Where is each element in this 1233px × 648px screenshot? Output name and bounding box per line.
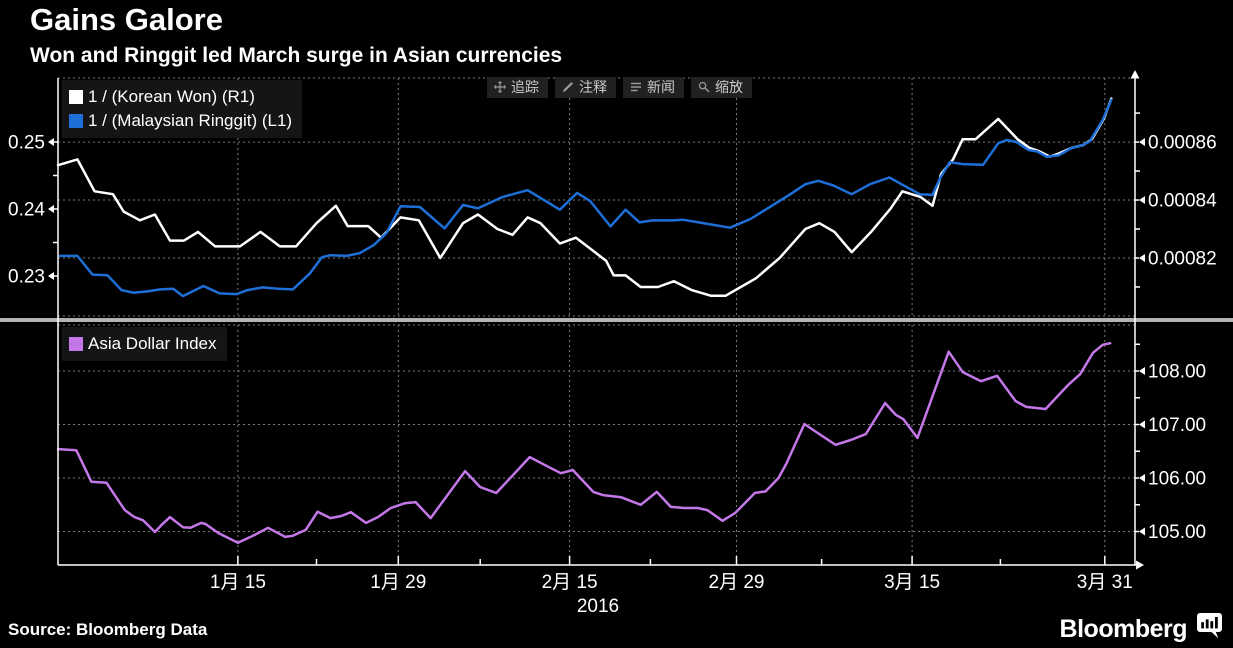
- x-axis-label: 1月 15: [210, 572, 266, 593]
- bloomberg-logo-icon: [1196, 612, 1223, 646]
- legend-item[interactable]: Asia Dollar Index: [69, 332, 217, 356]
- legend-item[interactable]: 1 / (Malaysian Ringgit) (L1): [69, 109, 292, 133]
- legend-label: Asia Dollar Index: [88, 334, 217, 353]
- bloomberg-brand: Bloomberg: [1060, 612, 1223, 646]
- legend-swatch-won: [69, 90, 83, 104]
- toolbar-button-label: 注释: [579, 79, 607, 95]
- toolbar-button-label: 追踪: [511, 79, 539, 95]
- bloomberg-wordmark: Bloomberg: [1059, 614, 1188, 643]
- toolbar-button-magnifier[interactable]: 缩放: [691, 77, 752, 98]
- news-icon: [630, 81, 642, 93]
- legend-label: 1 / (Malaysian Ringgit) (L1): [88, 111, 293, 130]
- legend-asia-dollar-index: Asia Dollar Index: [62, 327, 227, 361]
- x-axis-year-label: 2016: [577, 596, 619, 617]
- toolbar-button-label: 缩放: [715, 79, 743, 95]
- right-axis-label: 106.00: [1148, 469, 1206, 490]
- legend-currencies: 1 / (Korean Won) (R1) 1 / (Malaysian Ring…: [62, 80, 303, 138]
- toolbar-button-label: 新闻: [647, 79, 675, 95]
- chart-header: Gains Galore Won and Ringgit led March s…: [30, 0, 562, 68]
- right-axis-label: 0.00082: [1148, 249, 1217, 270]
- series-line-ringgit: [58, 98, 1113, 298]
- legend-item[interactable]: 1 / (Korean Won) (R1): [69, 85, 292, 109]
- chart-toolbar: 追踪 注释 新闻 缩放: [487, 77, 752, 98]
- pencil-icon: [562, 81, 574, 93]
- toolbar-button-news[interactable]: 新闻: [623, 77, 684, 98]
- left-axis-label: 0.23: [8, 266, 45, 287]
- toolbar-button-crosshair[interactable]: 追踪: [487, 77, 548, 98]
- series-line-won: [56, 97, 1113, 297]
- panel-separator: [0, 318, 1233, 322]
- right-axis-label: 108.00: [1148, 362, 1206, 383]
- left-axis-label: 0.25: [8, 132, 45, 153]
- right-axis-label: 105.00: [1148, 522, 1206, 543]
- page-subtitle: Won and Ringgit led March surge in Asian…: [30, 44, 563, 67]
- legend-swatch-adxy: [69, 337, 83, 351]
- crosshair-icon: [494, 81, 506, 93]
- x-axis-label: 2月 15: [542, 572, 598, 593]
- x-axis-label: 2月 29: [709, 572, 765, 593]
- x-axis-label: 3月 15: [884, 572, 940, 593]
- legend-swatch-ringgit: [69, 114, 83, 128]
- left-axis-label: 0.24: [8, 199, 45, 220]
- series-line-adxy: [56, 341, 1112, 544]
- x-axis-label: 3月 31: [1077, 572, 1133, 593]
- magnifier-icon: [698, 81, 710, 93]
- legend-label: 1 / (Korean Won) (R1): [88, 87, 255, 106]
- right-axis-label: 0.00086: [1148, 133, 1217, 154]
- toolbar-button-pencil[interactable]: 注释: [555, 77, 616, 98]
- source-note: Source: Bloomberg Data: [8, 620, 208, 639]
- right-axis-label: 0.00084: [1148, 191, 1217, 212]
- page-title: Gains Galore: [30, 2, 223, 37]
- x-axis-label: 1月 29: [370, 572, 426, 593]
- right-axis-label: 107.00: [1148, 415, 1206, 436]
